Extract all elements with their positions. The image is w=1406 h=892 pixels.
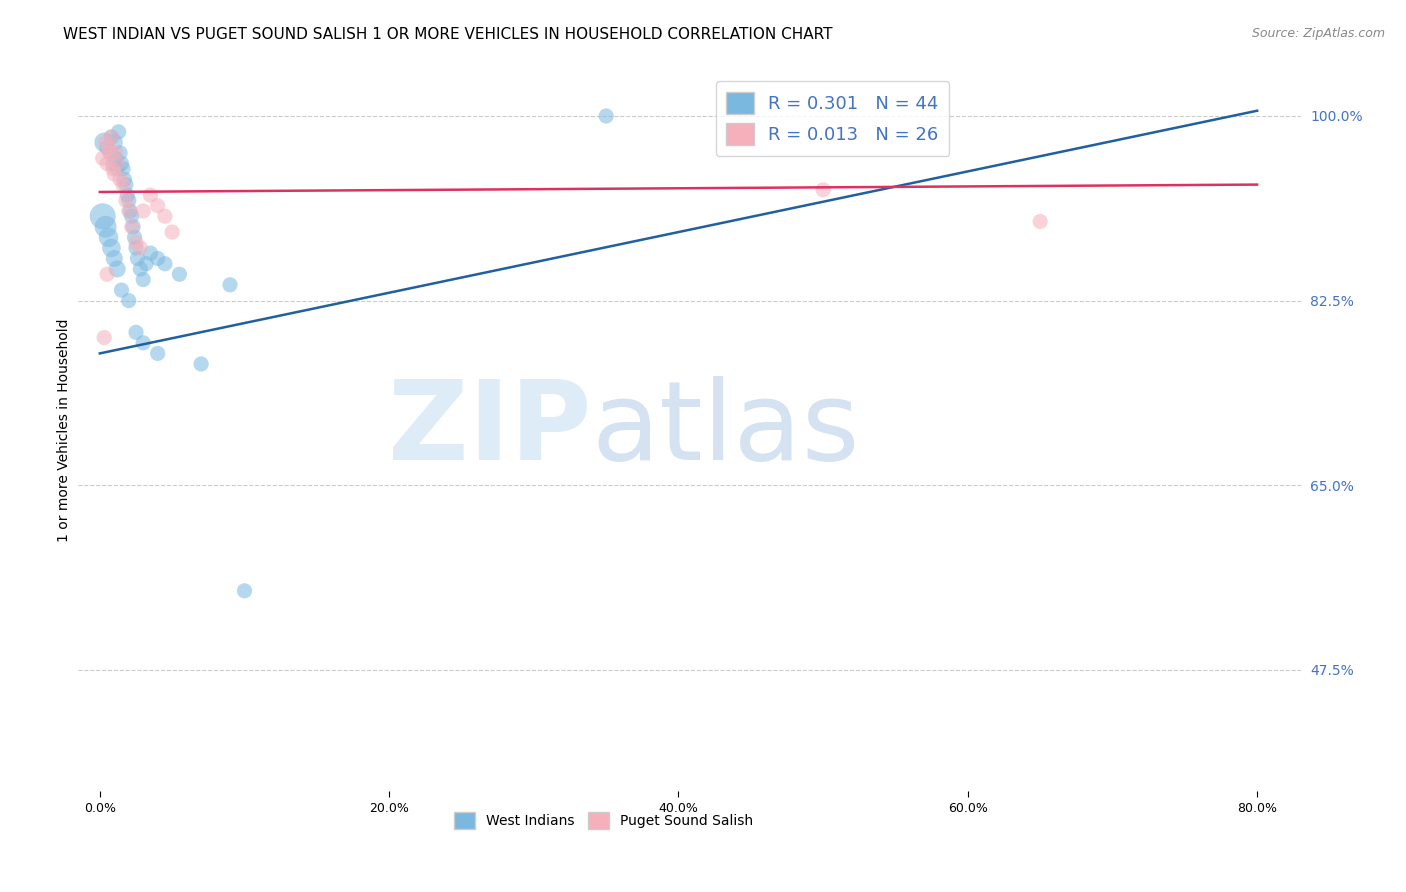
Point [160, 225, 183, 239]
Point [96, 267, 118, 281]
Point [219, 277, 242, 292]
Text: WEST INDIAN VS PUGET SOUND SALISH 1 OR MORE VEHICLES IN HOUSEHOLD CORRELATION CH: WEST INDIAN VS PUGET SOUND SALISH 1 OR M… [63, 27, 832, 42]
Point [101, 156, 124, 170]
Point [125, 235, 148, 250]
Point [96, 156, 118, 170]
Point [110, 283, 132, 297]
Point [153, 257, 176, 271]
Point [91, 209, 114, 223]
Point [124, 230, 146, 244]
Text: Source: ZipAtlas.com: Source: ZipAtlas.com [1251, 27, 1385, 40]
Point [104, 145, 127, 160]
Point [146, 252, 169, 266]
Point [132, 204, 155, 219]
Text: ZIP: ZIP [388, 376, 592, 483]
Point [94, 136, 117, 150]
Point [190, 357, 212, 371]
Point [127, 252, 149, 266]
Point [139, 188, 162, 202]
Point [108, 172, 131, 186]
Point [94, 219, 117, 234]
Point [125, 326, 148, 340]
Point [1029, 214, 1052, 228]
Point [101, 161, 124, 176]
Point [111, 178, 134, 192]
Point [121, 209, 143, 223]
Point [103, 136, 125, 150]
Point [103, 252, 125, 266]
Point [120, 204, 142, 219]
Point [121, 219, 143, 234]
Point [110, 156, 132, 170]
Point [100, 241, 122, 255]
Point [103, 167, 125, 181]
Point [104, 151, 127, 165]
Point [132, 272, 155, 286]
Point [100, 130, 122, 145]
Point [105, 262, 128, 277]
Point [107, 125, 129, 139]
Point [139, 246, 162, 260]
Point [153, 209, 176, 223]
Point [105, 156, 128, 170]
Point [97, 141, 120, 155]
Point [112, 172, 135, 186]
Point [93, 136, 115, 150]
Point [811, 183, 834, 197]
Point [135, 257, 157, 271]
Point [129, 241, 152, 255]
Point [122, 219, 145, 234]
Point [96, 141, 118, 155]
Y-axis label: 1 or more Vehicles in Household: 1 or more Vehicles in Household [58, 318, 72, 541]
Point [91, 151, 114, 165]
Legend: West Indians, Puget Sound Salish: West Indians, Puget Sound Salish [449, 807, 759, 835]
Point [169, 267, 191, 281]
Point [115, 194, 138, 208]
Point [118, 194, 141, 208]
Point [146, 199, 169, 213]
Point [98, 145, 121, 160]
Point [117, 188, 139, 202]
Text: atlas: atlas [592, 376, 860, 483]
Point [595, 109, 617, 123]
Point [118, 204, 141, 219]
Point [118, 293, 141, 308]
Point [132, 335, 155, 350]
Point [97, 230, 120, 244]
Point [115, 178, 138, 192]
Point [125, 241, 148, 255]
Point [105, 161, 128, 176]
Point [108, 145, 131, 160]
Point [233, 583, 256, 598]
Point [98, 145, 121, 160]
Point [146, 346, 169, 360]
Point [129, 262, 152, 277]
Point [100, 130, 122, 145]
Point [111, 161, 134, 176]
Point [93, 330, 115, 344]
